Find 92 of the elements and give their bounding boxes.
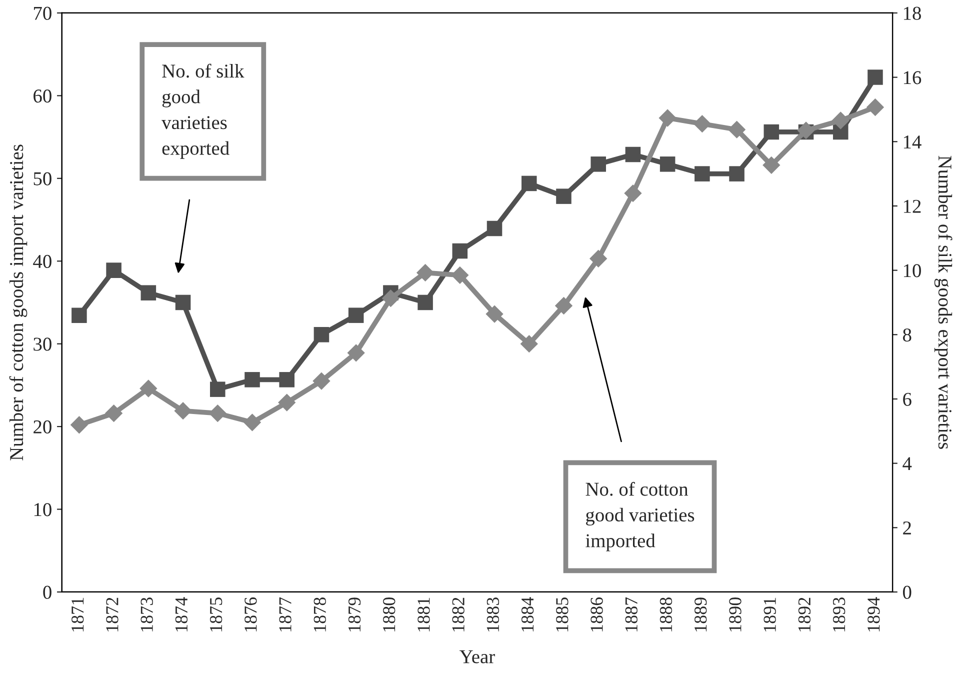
y2-axis-title: Number of silk goods export varieties [934, 156, 952, 449]
x-tick-label: 1889 [694, 598, 707, 632]
y-tick-label: 70 [34, 6, 52, 20]
y-tick-label: 10 [34, 503, 52, 516]
x-tick-label: 1876 [244, 597, 257, 632]
point [693, 114, 712, 133]
point [451, 266, 469, 284]
point [520, 334, 538, 353]
x-tick-label: 1879 [348, 598, 361, 632]
y2-tick-label: 8 [903, 328, 912, 342]
point [174, 402, 192, 420]
point [72, 308, 87, 323]
y2-tick-label: 2 [903, 522, 911, 534]
y-tick-label: 20 [34, 420, 52, 434]
y2-tick-label: 14 [904, 136, 922, 148]
point [382, 289, 400, 308]
point [486, 220, 502, 236]
point [175, 294, 191, 310]
point [764, 124, 780, 140]
y2-tick-label: 6 [903, 392, 912, 406]
x-tick-label: 1881 [418, 598, 430, 632]
x-tick-label: 1877 [279, 597, 292, 632]
point [140, 285, 156, 300]
annotation: No. of cotton good varieties imported [586, 482, 694, 552]
point [832, 112, 850, 130]
x-tick-label: 1882 [452, 598, 464, 632]
y-tick-label: 0 [43, 586, 52, 599]
y2-tick-label: 12 [904, 200, 921, 213]
point [521, 176, 537, 192]
y-tick-label: 50 [34, 172, 52, 186]
y-axis-title: Number of cotton goods import varieties [9, 144, 28, 460]
x-tick-label: 1874 [175, 597, 188, 632]
point [244, 372, 260, 388]
y-tick-label: 30 [34, 338, 52, 351]
point [486, 305, 504, 323]
y2-tick-label: 16 [904, 71, 922, 84]
y2-tick-label: 18 [904, 6, 921, 20]
x-tick-label: 1894 [868, 597, 880, 632]
point [416, 264, 434, 282]
point [762, 156, 780, 174]
x-tick-label: 1875 [210, 598, 222, 632]
point [590, 250, 608, 268]
point [729, 166, 744, 182]
point [694, 166, 710, 182]
x-tick-label: 1892 [798, 598, 811, 632]
point [104, 404, 123, 422]
point [106, 262, 122, 278]
point [554, 296, 573, 315]
point [624, 184, 642, 202]
x-tick-label: 1872 [106, 598, 118, 632]
x-tick-label: 1880 [383, 598, 396, 632]
x-tick-label: 1891 [764, 598, 776, 632]
x-tick-label: 1887 [625, 597, 638, 632]
x-axis-title: Year [460, 650, 495, 664]
point [452, 243, 468, 259]
point [832, 124, 848, 140]
point [208, 404, 226, 422]
x-tick-label: 1884 [521, 597, 534, 632]
point [348, 308, 364, 323]
point [210, 382, 226, 397]
y2-tick-label: 4 [902, 457, 912, 470]
point [140, 380, 158, 398]
x-tick-label: 1883 [486, 598, 500, 632]
annotation: No. of silk good varieties exported [162, 64, 244, 159]
point [658, 109, 676, 127]
x-tick-label: 1873 [140, 598, 153, 632]
x-tick-label: 1893 [832, 598, 846, 632]
y-tick-label: 40 [33, 254, 52, 268]
x-tick-label: 1871 [72, 598, 84, 632]
point [314, 326, 330, 342]
x-tick-label: 1885 [556, 598, 568, 632]
point [728, 120, 746, 138]
point [243, 414, 262, 432]
x-tick-label: 1888 [660, 598, 672, 632]
x-tick-label: 1890 [729, 598, 742, 632]
y2-tick-label: 0 [903, 586, 912, 599]
point [347, 344, 365, 362]
point [418, 294, 433, 310]
point [660, 156, 676, 172]
x-tick-label: 1886 [590, 597, 603, 632]
point [279, 372, 294, 388]
point [866, 98, 884, 116]
x-tick-label: 1878 [314, 598, 326, 632]
point [590, 156, 606, 172]
point [312, 372, 330, 390]
point [278, 394, 296, 412]
point [868, 70, 883, 85]
point [556, 188, 572, 204]
y-tick-label: 60 [34, 89, 52, 103]
point [625, 146, 641, 162]
point [70, 416, 88, 434]
y2-tick-label: 10 [904, 264, 921, 278]
